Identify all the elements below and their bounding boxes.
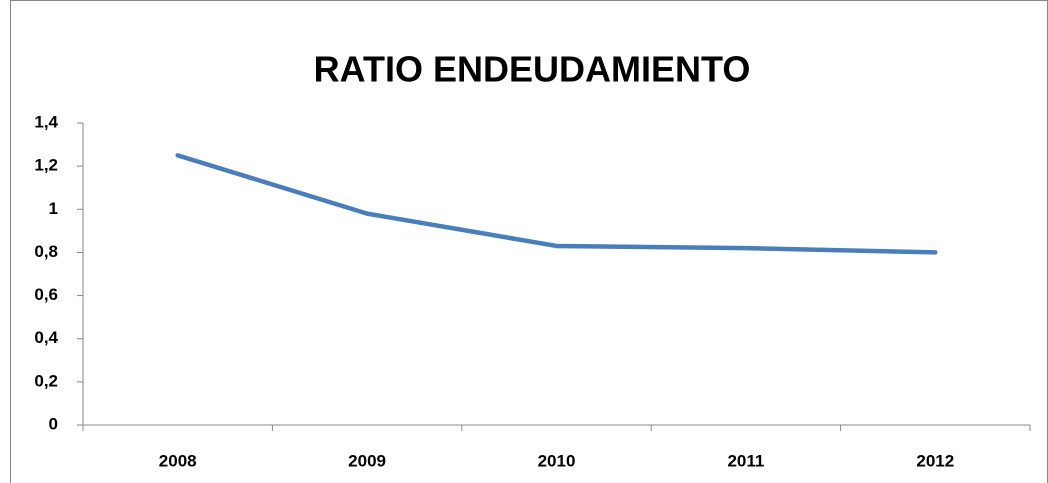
x-tick-label: 2010 <box>538 451 576 470</box>
y-tick-label: 0,4 <box>34 328 58 347</box>
x-tick-label: 2008 <box>159 451 197 470</box>
x-tick-label: 2011 <box>727 451 764 470</box>
x-tick-label: 2012 <box>916 451 954 470</box>
x-tick-label: 2009 <box>348 451 386 470</box>
y-tick-label: 1,4 <box>34 112 58 131</box>
y-tick-label: 0,6 <box>34 285 58 304</box>
y-tick-label: 0 <box>49 414 58 433</box>
y-tick-label: 0,8 <box>34 242 58 261</box>
y-tick-label: 1,2 <box>34 156 58 175</box>
chart-title: RATIO ENDEUDAMIENTO <box>314 49 751 90</box>
y-tick-label: 0,2 <box>34 371 58 390</box>
y-tick-label: 1 <box>49 199 58 218</box>
data-line <box>175 153 938 255</box>
